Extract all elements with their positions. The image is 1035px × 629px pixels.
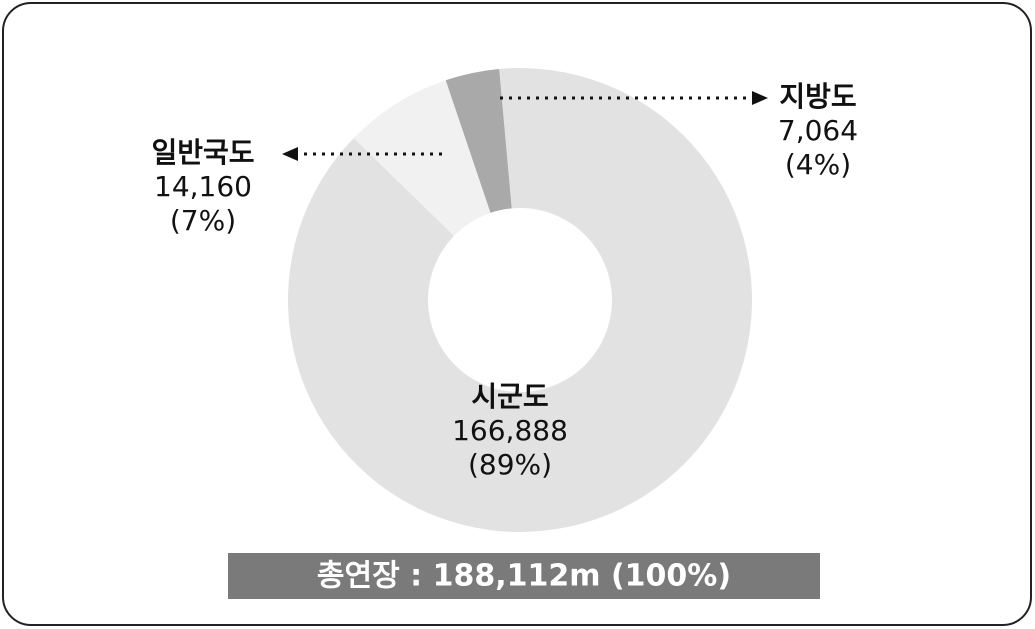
total-banner	[228, 553, 820, 599]
value-label: 166,888	[452, 414, 568, 447]
value-label: 7,064	[778, 114, 858, 147]
percent-label: (7%)	[170, 204, 236, 237]
category-label: 일반국도	[151, 136, 254, 169]
category-label: 시군도	[471, 380, 548, 413]
total-label: 총연장 : 188,112m (100%)	[317, 559, 731, 594]
category-label: 지방도	[779, 80, 856, 113]
percent-label: (89%)	[468, 448, 552, 481]
slice	[287, 68, 752, 533]
slice	[445, 68, 512, 213]
arrow-head	[282, 147, 298, 161]
donut	[287, 68, 752, 533]
arrow-head	[752, 91, 768, 105]
slice	[353, 80, 491, 236]
percent-label: (4%)	[785, 148, 851, 181]
value-label: 14,160	[154, 170, 252, 203]
